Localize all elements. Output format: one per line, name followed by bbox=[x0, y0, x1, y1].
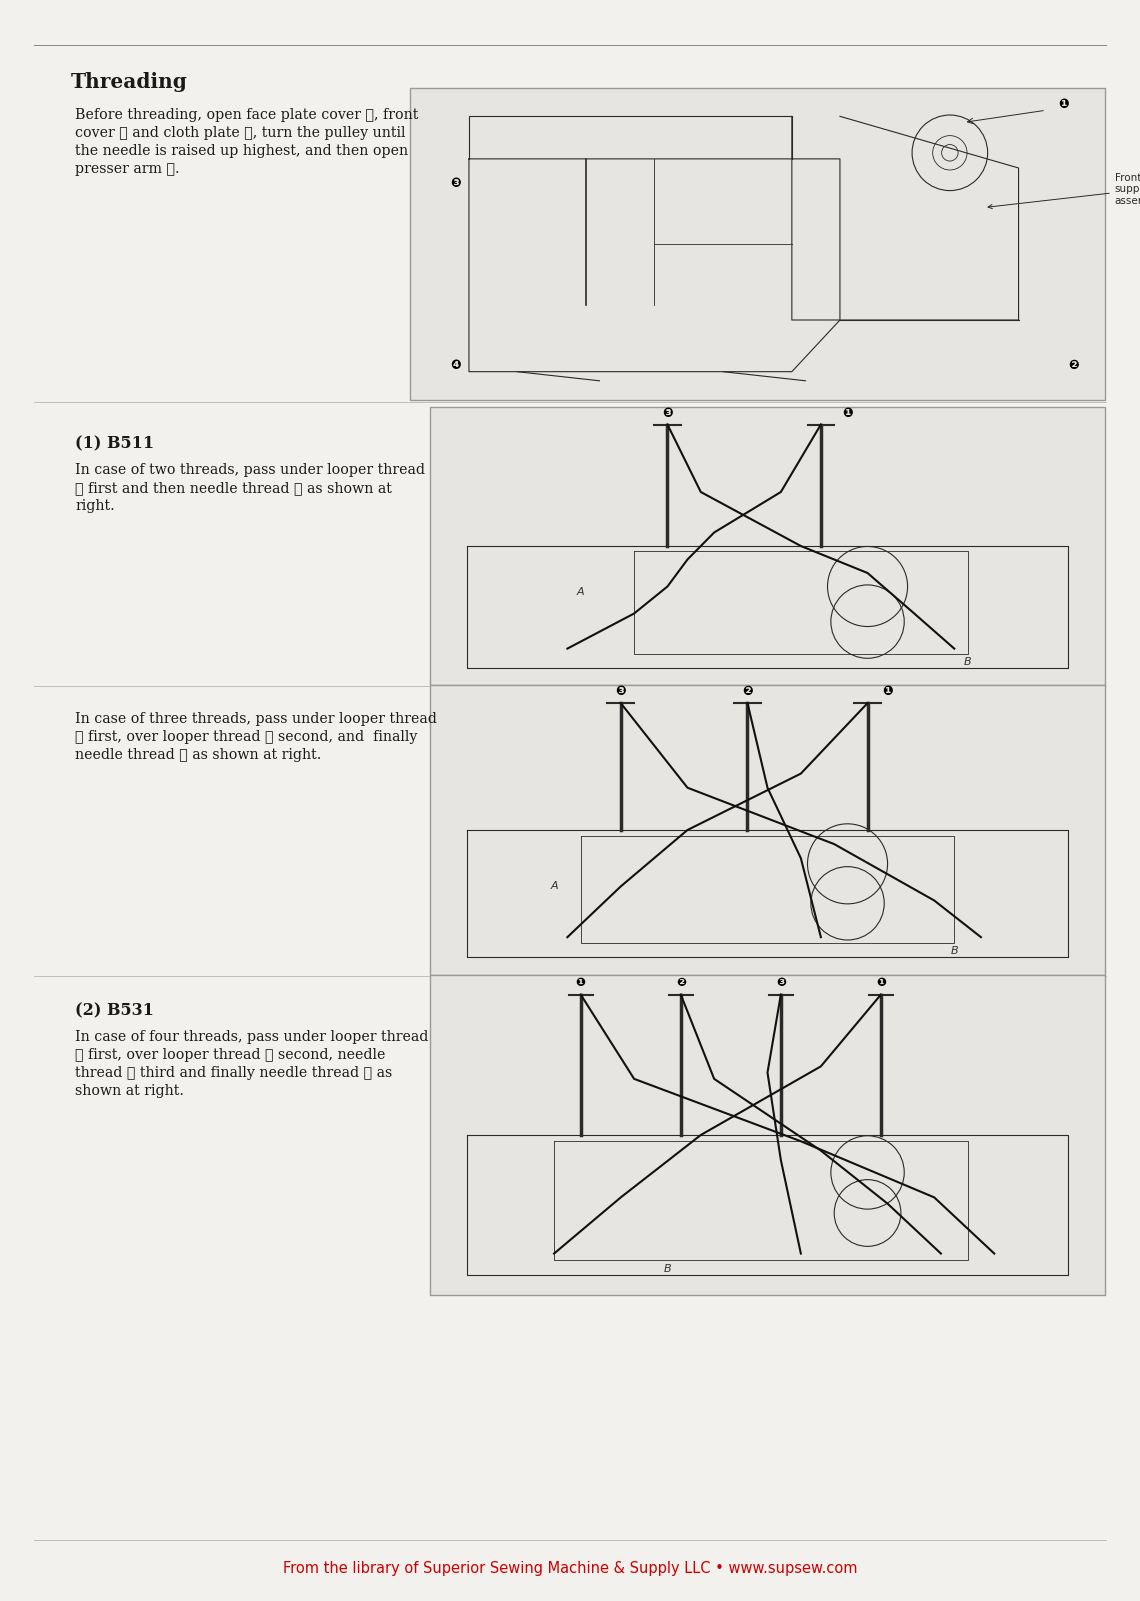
Text: ❶ first, over looper thread ❷ second, and  finally: ❶ first, over looper thread ❷ second, an… bbox=[75, 730, 417, 744]
Text: (2) B531: (2) B531 bbox=[75, 1002, 154, 1018]
Text: From the library of Superior Sewing Machine & Supply LLC • www.supsew.com: From the library of Superior Sewing Mach… bbox=[283, 1561, 857, 1575]
Text: ❷: ❷ bbox=[676, 975, 686, 989]
Text: Before threading, open face plate cover ❶, front: Before threading, open face plate cover … bbox=[75, 107, 418, 122]
Text: ❶: ❶ bbox=[842, 407, 853, 419]
Text: needle thread ❸ as shown at right.: needle thread ❸ as shown at right. bbox=[75, 748, 321, 762]
Text: ❶ first, over looper thread ❷ second, needle: ❶ first, over looper thread ❷ second, ne… bbox=[75, 1049, 385, 1061]
Text: B: B bbox=[951, 946, 958, 956]
Text: Front cover
support
assembly: Front cover support assembly bbox=[988, 173, 1140, 208]
Text: B: B bbox=[663, 1265, 671, 1274]
Text: the needle is raised up highest, and then open: the needle is raised up highest, and the… bbox=[75, 144, 408, 158]
Text: ❶: ❶ bbox=[876, 975, 886, 989]
Text: ❶ first and then needle thread ❸ as shown at: ❶ first and then needle thread ❸ as show… bbox=[75, 480, 392, 495]
Text: cover ❷ and cloth plate ❹, turn the pulley until: cover ❷ and cloth plate ❹, turn the pull… bbox=[75, 126, 406, 139]
Text: (1) B511: (1) B511 bbox=[75, 435, 154, 451]
Bar bbox=[410, 88, 1105, 400]
Text: In case of two threads, pass under looper thread: In case of two threads, pass under loope… bbox=[75, 463, 425, 477]
Text: ❹: ❹ bbox=[450, 359, 461, 371]
Text: right.: right. bbox=[75, 500, 115, 512]
Bar bbox=[430, 407, 1105, 685]
Text: ❷: ❷ bbox=[742, 685, 752, 698]
Text: B: B bbox=[963, 656, 971, 668]
Text: ❷: ❷ bbox=[1068, 359, 1078, 371]
Bar bbox=[430, 975, 1105, 1295]
Text: ❸: ❸ bbox=[776, 975, 785, 989]
Bar bbox=[430, 685, 1105, 975]
Text: ❶: ❶ bbox=[576, 975, 586, 989]
Text: ❸: ❸ bbox=[450, 176, 461, 189]
Text: ❶: ❶ bbox=[882, 685, 893, 698]
Text: presser arm ❸.: presser arm ❸. bbox=[75, 162, 180, 176]
Text: ❸: ❸ bbox=[616, 685, 626, 698]
Text: shown at right.: shown at right. bbox=[75, 1084, 184, 1098]
Text: thread ❸ third and finally needle thread ❶ as: thread ❸ third and finally needle thread… bbox=[75, 1066, 392, 1081]
Text: ❸: ❸ bbox=[662, 407, 673, 419]
Text: A: A bbox=[577, 588, 585, 597]
Text: A: A bbox=[551, 882, 557, 892]
Text: Threading: Threading bbox=[71, 72, 188, 91]
Text: ❶: ❶ bbox=[1058, 98, 1068, 110]
Text: In case of three threads, pass under looper thread: In case of three threads, pass under loo… bbox=[75, 712, 437, 725]
Text: In case of four threads, pass under looper thread: In case of four threads, pass under loop… bbox=[75, 1029, 429, 1044]
